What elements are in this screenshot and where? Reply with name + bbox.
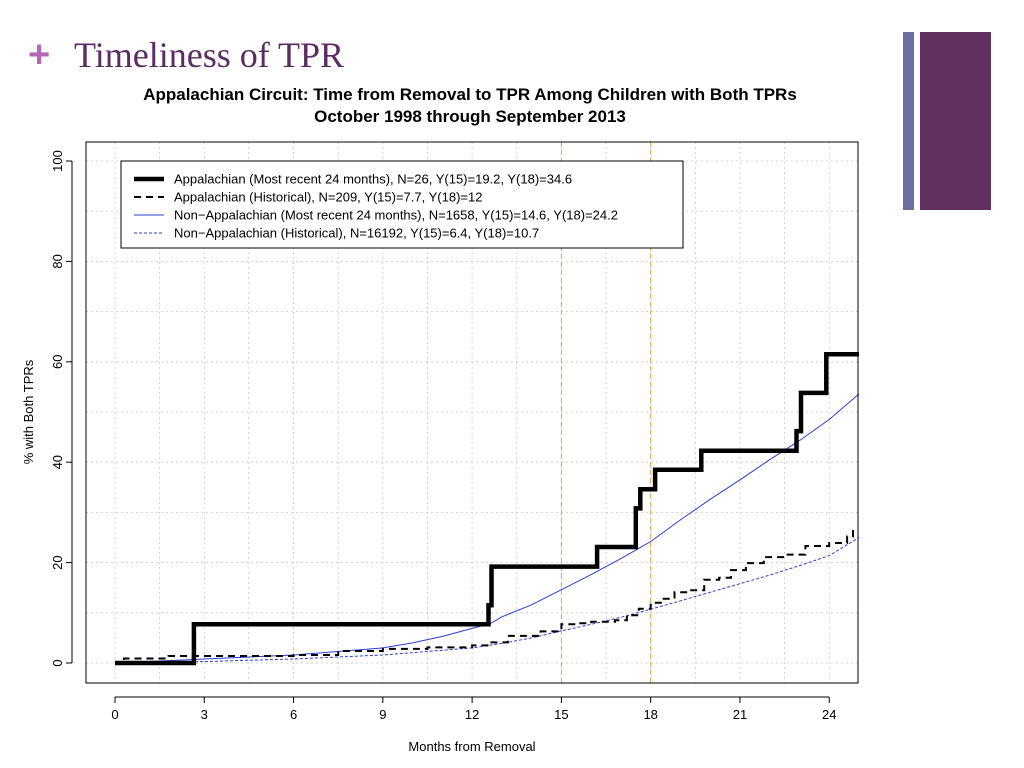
legend-label-3: Non−Appalachian (Most recent 24 months),… bbox=[174, 208, 618, 223]
chart-title: Appalachian Circuit: Time from Removal t… bbox=[143, 85, 797, 104]
x-tick-label: 9 bbox=[379, 707, 386, 722]
y-tick-label: 20 bbox=[50, 555, 65, 569]
slide-title: + Timeliness of TPR bbox=[28, 30, 344, 80]
legend: Appalachian (Most recent 24 months), N=2… bbox=[120, 160, 684, 249]
plus-icon: + bbox=[28, 34, 51, 76]
x-axis-label: Months from Removal bbox=[408, 739, 535, 754]
slide-title-text: Timeliness of TPR bbox=[74, 35, 345, 75]
series-line-4 bbox=[114, 537, 860, 664]
y-tick-label: 60 bbox=[50, 355, 65, 369]
y-axis-label: % with Both TPRs bbox=[21, 359, 36, 464]
legend-label-2: Appalachian (Historical), N=209, Y(15)=7… bbox=[174, 190, 482, 205]
x-tick-label: 21 bbox=[733, 707, 747, 722]
x-tick-label: 6 bbox=[290, 707, 297, 722]
legend-label-1: Appalachian (Most recent 24 months), N=2… bbox=[174, 172, 572, 187]
y-tick-label: 100 bbox=[50, 150, 65, 172]
x-tick-label: 15 bbox=[554, 707, 568, 722]
x-tick-label: 12 bbox=[465, 707, 479, 722]
y-tick-label: 40 bbox=[50, 455, 65, 469]
decorative-bar-thin bbox=[903, 32, 914, 210]
x-tick-label: 24 bbox=[822, 707, 836, 722]
plot-frame bbox=[85, 141, 859, 684]
axes: 0 3 6 9 12 15 18 21 24 0 20 40 60 80 100 bbox=[50, 150, 836, 722]
series-line-2 bbox=[115, 528, 854, 664]
series-lines bbox=[114, 352, 860, 666]
x-tick-label: 18 bbox=[643, 707, 657, 722]
series-line-1 bbox=[115, 352, 859, 666]
series-line-3 bbox=[114, 393, 860, 664]
chart-title-block: Appalachian Circuit: Time from Removal t… bbox=[60, 84, 880, 128]
decorative-bar-thick bbox=[920, 32, 991, 210]
legend-label-4: Non−Appalachian (Historical), N=16192, Y… bbox=[174, 226, 539, 241]
legend-box bbox=[120, 160, 684, 249]
y-tick-label: 0 bbox=[50, 659, 65, 666]
x-tick-label: 0 bbox=[111, 707, 118, 722]
chart-subtitle: October 1998 through September 2013 bbox=[314, 107, 626, 126]
x-tick-label: 3 bbox=[201, 707, 208, 722]
y-tick-label: 80 bbox=[50, 254, 65, 268]
